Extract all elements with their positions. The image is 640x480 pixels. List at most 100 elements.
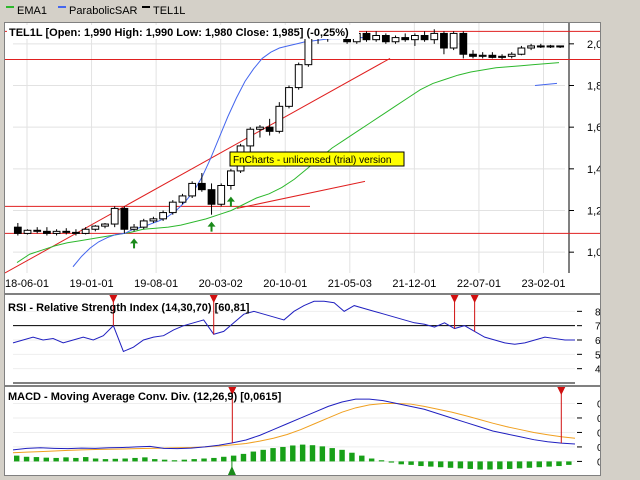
- macd-histogram-bar: [23, 456, 30, 462]
- candle-body: [285, 87, 293, 107]
- legend-label-tel1l[interactable]: TEL1L: [153, 5, 186, 17]
- x-tick-label: 20-10-01: [263, 278, 307, 290]
- rsi-panel-title: RSI - Relative Strength Index (14,30,70)…: [8, 302, 250, 314]
- candle-body: [149, 218, 158, 222]
- legend-label-sar[interactable]: ParabolicSAR: [69, 5, 138, 17]
- rsi-chart: 40 50 60 70 80 RSI - Relative Strength Index …: [8, 295, 607, 384]
- macd-histogram-bar: [201, 458, 207, 462]
- macd-histogram-bar: [142, 457, 148, 462]
- macd-chart: 0,00 0,05 0,10 0,15 0,20 MACD - Moving Averag…: [8, 387, 617, 475]
- candle-body: [139, 220, 148, 228]
- ema-line: [16, 62, 560, 264]
- macd-histogram-bar: [240, 453, 247, 462]
- candle-body: [401, 37, 410, 41]
- candle-body: [517, 47, 526, 55]
- candle-body: [304, 37, 313, 66]
- trend-line-secondary: [236, 180, 366, 209]
- macd-histogram-bar: [112, 458, 119, 462]
- candle-body: [246, 128, 255, 147]
- macd-panel[interactable]: 0,00 0,05 0,10 0,15 0,20 MACD - Moving Averag…: [4, 386, 617, 476]
- macd-histogram-bar: [181, 459, 188, 462]
- candle-body: [536, 45, 545, 48]
- x-tick-label: 20-03-02: [199, 278, 243, 290]
- price-y-tick-label: 1,200: [587, 206, 600, 218]
- macd-histogram-bar: [388, 461, 395, 463]
- candle-body: [101, 223, 109, 227]
- macd-histogram-bar: [329, 448, 335, 462]
- rsi-y-tick-label: 50: [595, 350, 600, 361]
- candle-body: [498, 55, 506, 58]
- macd-y-tick-label: 0,10: [597, 428, 600, 439]
- watermark-text: FnCharts - unlicensed (trial) version: [233, 155, 391, 166]
- macd-histogram-bar: [556, 461, 562, 467]
- price-y-tick-label: 2,000: [587, 39, 600, 51]
- candle-body: [23, 229, 32, 234]
- macd-y-tick-label: 0,05: [597, 443, 600, 454]
- candle-body: [52, 230, 61, 234]
- price-title-bg: [7, 25, 359, 39]
- legend-label-ema[interactable]: EMA1: [17, 5, 47, 17]
- candle-body: [556, 45, 565, 48]
- macd-histogram-bar: [132, 457, 138, 462]
- candle-body: [546, 45, 555, 48]
- macd-histogram-bar: [506, 461, 513, 469]
- candle-body: [81, 228, 90, 234]
- macd-histogram-bar: [359, 455, 365, 462]
- macd-histogram-bar: [191, 459, 197, 462]
- rsi-y-tick-label: 60: [595, 336, 600, 347]
- macd-histogram-bar: [73, 457, 79, 462]
- candle-body: [265, 126, 274, 132]
- macd-histogram-bar: [92, 458, 99, 462]
- candle-body: [275, 105, 284, 132]
- x-tick-label: 22-07-01: [457, 278, 501, 290]
- macd-histogram-bar: [221, 456, 227, 462]
- sar-line: [72, 37, 366, 268]
- macd-panel-title: MACD - Moving Average Conv. Div. (12,26,…: [8, 391, 282, 403]
- macd-histogram-bar: [102, 459, 109, 462]
- rsi-y-tick-label: 40: [595, 365, 600, 376]
- macd-histogram-bar: [250, 451, 257, 462]
- macd-histogram-bar: [299, 444, 306, 462]
- macd-histogram-bar: [339, 449, 345, 462]
- candle-body: [43, 230, 51, 234]
- macd-histogram-bar: [487, 461, 493, 470]
- macd-histogram-bar: [122, 458, 128, 462]
- watermark-box: [229, 151, 405, 167]
- macd-y-tick-label: 0,00: [597, 457, 600, 468]
- macd-histogram-bar: [63, 457, 69, 462]
- macd-histogram-bar: [161, 459, 168, 462]
- macd-histogram-bar: [398, 461, 404, 465]
- candle-body: [33, 229, 42, 232]
- macd-histogram-bar: [152, 459, 158, 462]
- macd-histogram-bar: [447, 461, 454, 468]
- price-y-tick-label: 1,400: [587, 164, 600, 176]
- sell-signal-arrow: [557, 387, 566, 395]
- macd-histogram-bar: [83, 457, 89, 462]
- macd-line: [12, 398, 576, 451]
- price-y-tick-label: 1,600: [587, 122, 600, 134]
- candle-body: [488, 54, 497, 58]
- price-panel[interactable]: 1,000 1,200 1,400 1,600 1,800 2,000 18-06-01 19…: [4, 22, 615, 294]
- candle-body: [362, 32, 371, 41]
- candle-body: [217, 185, 226, 205]
- macd-histogram-bar: [349, 452, 355, 462]
- x-tick-label: 21-05-03: [328, 278, 372, 290]
- macd-histogram-bar: [319, 446, 326, 462]
- macd-histogram-bar: [290, 445, 296, 462]
- candle-body: [120, 207, 129, 230]
- macd-histogram-bar: [211, 457, 217, 462]
- legend-bar: EMA1 ParabolicSAR TEL1L: [0, 0, 640, 22]
- macd-histogram-bar: [536, 461, 542, 468]
- sell-signal-arrow: [109, 295, 118, 303]
- candle-body: [130, 226, 138, 230]
- macd-histogram-bar: [368, 458, 375, 462]
- candle-body: [294, 64, 303, 89]
- macd-histogram-bar: [230, 455, 237, 462]
- rsi-panel[interactable]: 40 50 60 70 80 RSI - Relative Strength Index …: [4, 294, 607, 386]
- candle-body: [391, 37, 400, 43]
- macd-histogram-bar: [378, 460, 385, 462]
- buy-signal-arrow: [130, 238, 139, 249]
- candle-body: [91, 225, 100, 230]
- price-panel-title: TEL1L [Open: 1,990 High: 1,990 Low: 1,98…: [9, 27, 349, 39]
